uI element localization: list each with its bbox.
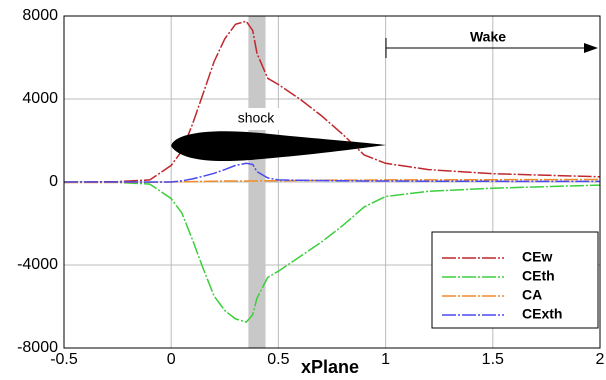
series-line bbox=[63, 178, 601, 184]
y-tick-label: 4000 bbox=[22, 90, 58, 107]
x-tick-label: -0.5 bbox=[50, 351, 78, 368]
shock-band bbox=[248, 16, 266, 348]
y-tick-label: -4000 bbox=[17, 256, 58, 273]
x-tick-label: 2 bbox=[596, 351, 605, 368]
x-tick-label: 1 bbox=[381, 351, 390, 368]
shock-label-bg bbox=[233, 108, 279, 130]
wake-label: Wake bbox=[470, 29, 506, 45]
x-tick-label: 0.5 bbox=[267, 351, 289, 368]
legend-label: CA bbox=[522, 287, 542, 303]
series-group bbox=[63, 20, 601, 323]
x-tick-label: 1.5 bbox=[482, 351, 504, 368]
shock-label: shock bbox=[238, 110, 276, 126]
series-line bbox=[63, 181, 601, 323]
y-tick-label: 8000 bbox=[22, 7, 58, 24]
legend-label: CEw bbox=[522, 249, 552, 265]
shock-band-group bbox=[248, 16, 266, 348]
x-tick-label: 0 bbox=[167, 351, 176, 368]
legend-label: CExth bbox=[522, 306, 562, 322]
x-axis-label: xPlane bbox=[301, 357, 359, 377]
wake-arrowhead bbox=[584, 43, 598, 53]
series-line bbox=[64, 162, 601, 183]
legend-label: CEth bbox=[522, 268, 555, 284]
y-tick-label: 0 bbox=[49, 173, 58, 190]
legend-box bbox=[431, 231, 599, 329]
series-line bbox=[63, 20, 601, 183]
y-tick-label: -8000 bbox=[17, 339, 58, 356]
plot-frame bbox=[63, 15, 601, 349]
airfoil bbox=[171, 131, 386, 162]
legend: CEw CEth CA CExth bbox=[431, 231, 599, 329]
